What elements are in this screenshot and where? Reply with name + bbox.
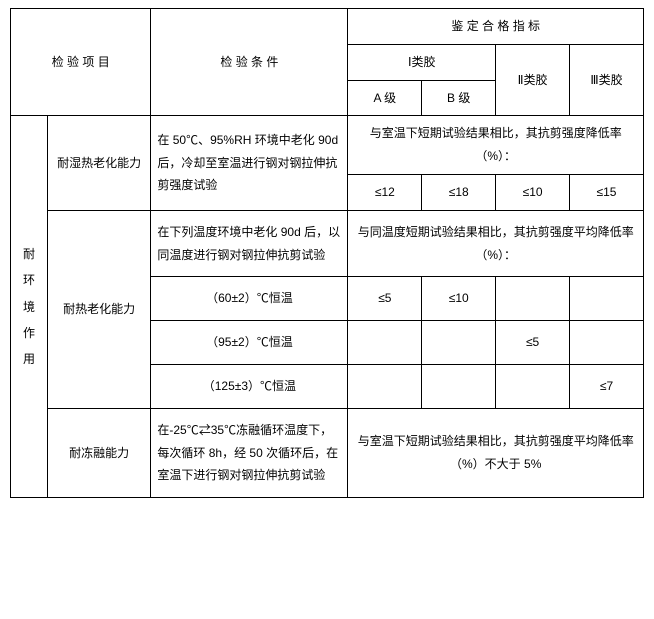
header-row-1: 检 验 项 目 检 验 条 件 鉴 定 合 格 指 标 — [11, 9, 644, 45]
cond-125: （125±3）℃恒温 — [151, 364, 348, 408]
item-freeze: 耐冻融能力 — [47, 408, 150, 497]
cond-heat-top: 在下列温度环境中老化 90d 后，以同温度进行钢对钢拉伸抗剪试验 — [151, 210, 348, 277]
hdr-cat-1: Ⅰ类胶 — [348, 44, 496, 80]
val-95-ii: ≤5 — [496, 321, 570, 365]
val-95-a — [348, 321, 422, 365]
val-95-iii — [570, 321, 644, 365]
val-95-b — [422, 321, 496, 365]
val-125-iii: ≤7 — [570, 364, 644, 408]
group-label: 耐 环 境 作 用 — [11, 116, 48, 498]
val-60-a: ≤5 — [348, 277, 422, 321]
val-60-b: ≤10 — [422, 277, 496, 321]
row-humidheat-1: 耐 环 境 作 用 耐湿热老化能力 在 50℃、95%RH 环境中老化 90d … — [11, 116, 644, 175]
val-125-b — [422, 364, 496, 408]
val-125-ii — [496, 364, 570, 408]
cond-95: （95±2）℃恒温 — [151, 321, 348, 365]
item-heat: 耐热老化能力 — [47, 210, 150, 408]
val-hh-b: ≤18 — [422, 174, 496, 210]
val-125-a — [348, 364, 422, 408]
spec-table: 检 验 项 目 检 验 条 件 鉴 定 合 格 指 标 Ⅰ类胶 Ⅱ类胶 Ⅲ类胶 … — [10, 8, 644, 498]
note-heat-top: 与同温度短期试验结果相比，其抗剪强度平均降低率（%）： — [348, 210, 644, 277]
hdr-grade-a: A 级 — [348, 80, 422, 116]
cond-freeze: 在-25℃⇄35℃冻融循环温度下，每次循环 8h，经 50 次循环后，在室温下进… — [151, 408, 348, 497]
group-ch-0: 耐 — [13, 241, 45, 267]
group-ch-2: 境 — [13, 294, 45, 320]
hdr-cat-2: Ⅱ类胶 — [496, 44, 570, 116]
val-hh-ii: ≤10 — [496, 174, 570, 210]
group-ch-3: 作 — [13, 320, 45, 346]
note-freeze: 与室温下短期试验结果相比，其抗剪强度平均降低率（%）不大于 5% — [348, 408, 644, 497]
cond-humidheat: 在 50℃、95%RH 环境中老化 90d 后，冷却至室温进行钢对钢拉伸抗剪强度… — [151, 116, 348, 210]
val-hh-iii: ≤15 — [570, 174, 644, 210]
hdr-item: 检 验 项 目 — [11, 9, 151, 116]
hdr-cat-3: Ⅲ类胶 — [570, 44, 644, 116]
hdr-condition: 检 验 条 件 — [151, 9, 348, 116]
hdr-grade-b: B 级 — [422, 80, 496, 116]
group-ch-4: 用 — [13, 346, 45, 372]
row-heat-1: 耐热老化能力 在下列温度环境中老化 90d 后，以同温度进行钢对钢拉伸抗剪试验 … — [11, 210, 644, 277]
item-humidheat: 耐湿热老化能力 — [47, 116, 150, 210]
group-ch-1: 环 — [13, 267, 45, 293]
val-60-ii — [496, 277, 570, 321]
val-hh-a: ≤12 — [348, 174, 422, 210]
val-60-iii — [570, 277, 644, 321]
cond-60: （60±2）℃恒温 — [151, 277, 348, 321]
page-container: 检 验 项 目 检 验 条 件 鉴 定 合 格 指 标 Ⅰ类胶 Ⅱ类胶 Ⅲ类胶 … — [0, 0, 654, 506]
hdr-criteria: 鉴 定 合 格 指 标 — [348, 9, 644, 45]
row-freeze: 耐冻融能力 在-25℃⇄35℃冻融循环温度下，每次循环 8h，经 50 次循环后… — [11, 408, 644, 497]
note-humidheat: 与室温下短期试验结果相比，其抗剪强度降低率（%）： — [348, 116, 644, 175]
